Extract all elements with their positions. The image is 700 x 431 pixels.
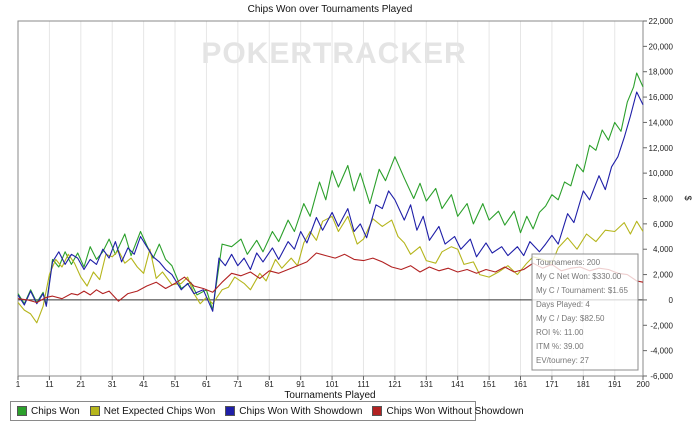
x-tick-label: 31 (108, 380, 117, 389)
y-tick-label: 2,000 (653, 271, 674, 280)
x-tick-label: 131 (420, 380, 434, 389)
stats-box-background (531, 253, 639, 371)
x-tick-label: 141 (451, 380, 465, 389)
x-axis-label: Tournaments Played (284, 390, 375, 401)
stats-line: My C Net Won: $330.00 (536, 272, 622, 281)
series-line-2 (17, 91, 644, 312)
y-tick-label: 16,000 (649, 93, 674, 102)
legend-swatch (89, 406, 100, 416)
y-axis-ticks: -6,000 -4,000 -2,000 0 2,000 4,000 6,000 8,000 1… (643, 17, 674, 381)
y-tick-label: 18,000 (649, 68, 674, 77)
legend-item-net-expected-chips-won[interactable]: Net Expected Chips Won (89, 405, 216, 417)
y-tick-label: -6,000 (650, 372, 673, 381)
legend-label: Chips Won Without Showdown (386, 405, 524, 417)
x-tick-label: 21 (76, 380, 85, 389)
y-tick-label: 22,000 (649, 17, 674, 26)
stats-line: My C / Tournament: $1.65 (536, 286, 628, 295)
y-tick-label: 20,000 (649, 42, 674, 51)
x-tick-label: 191 (608, 380, 622, 389)
stats-line: ROI %: 11.00 (536, 328, 584, 337)
legend-swatch (225, 406, 236, 416)
x-tick-label: 171 (545, 380, 559, 389)
stats-line: ITM %: 39.00 (536, 342, 584, 351)
x-tick-label: 1 (16, 380, 21, 389)
y-tick-label: 8,000 (653, 195, 674, 204)
y-tick-label: 0 (669, 296, 674, 305)
stats-line: Tournaments: 200 (536, 258, 601, 267)
series-line-0 (17, 72, 644, 311)
x-tick-label: 41 (139, 380, 148, 389)
legend-label: Chips Won (31, 405, 80, 417)
stats-line: Days Played: 4 (536, 300, 590, 309)
x-tick-label: 11 (45, 380, 54, 389)
stats-line: My C / Day: $82.50 (536, 314, 605, 323)
x-axis-ticks: 1 11 21 31 41 51 61 71 81 91 101 111 121 131 141 151 161… (16, 376, 650, 389)
x-tick-label: 71 (233, 380, 242, 389)
y-tick-label: -4,000 (650, 347, 673, 356)
y-tick-label: 14,000 (649, 118, 674, 127)
legend-item-chips-won-with-showdown[interactable]: Chips Won With Showdown (225, 406, 362, 417)
y-tick-label: -2,000 (650, 321, 673, 330)
legend-label: Chips Won With Showdown (239, 405, 363, 417)
legend: Chips Won Net Expected Chips Won Chips W… (10, 401, 524, 421)
x-tick-label: 121 (388, 380, 402, 389)
legend-swatch (372, 406, 383, 416)
chart-title: Chips Won over Tournaments Played (248, 4, 413, 15)
x-tick-label: 111 (357, 380, 370, 389)
x-tick-label: 181 (577, 380, 591, 389)
y-tick-label: 10,000 (649, 169, 674, 178)
x-tick-label: 200 (636, 380, 650, 389)
x-tick-label: 51 (171, 380, 180, 389)
stats-box: Tournaments: 200 My C Net Won: $330.00 M… (531, 253, 639, 371)
legend-item-chips-won-without-showdown[interactable]: Chips Won Without Showdown (372, 405, 524, 417)
x-tick-label: 61 (202, 380, 211, 389)
legend-swatch (17, 406, 27, 416)
x-tick-label: 91 (296, 380, 305, 389)
y-tick-label: 12,000 (649, 144, 674, 153)
x-tick-label: 81 (265, 380, 274, 389)
y-axis-label: $ (683, 195, 693, 200)
legend-item-chips-won[interactable]: Chips Won (17, 406, 80, 417)
y-tick-label: 6,000 (653, 220, 674, 229)
y-tick-label: 4,000 (653, 245, 674, 254)
x-tick-label: 151 (482, 380, 496, 389)
legend-label: Net Expected Chips Won (103, 405, 216, 417)
watermark-logo: POKERTRACKER (201, 37, 466, 70)
x-tick-label: 161 (514, 380, 528, 389)
stats-line: EV/tourney: 27 (536, 356, 589, 365)
x-tick-label: 101 (325, 380, 339, 389)
